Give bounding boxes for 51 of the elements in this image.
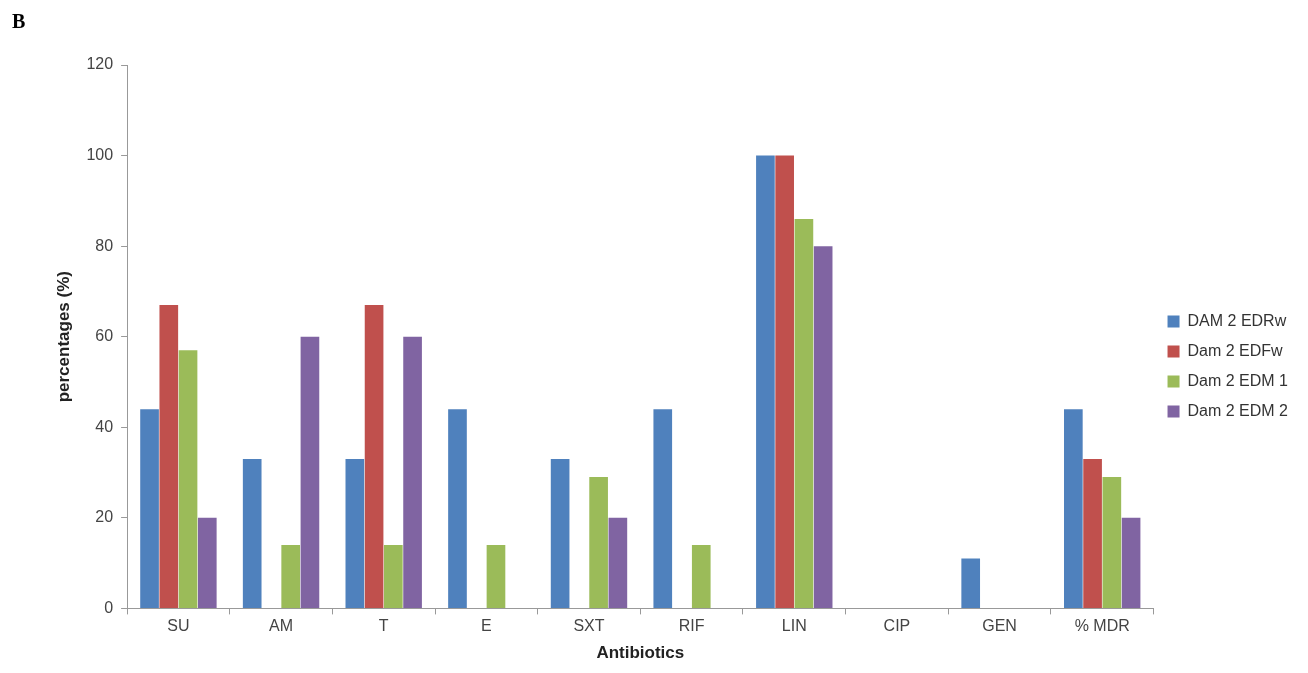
y-axis-title: percentages (%) [53, 271, 73, 403]
legend-label: Dam 2 EDM 1 [1187, 371, 1289, 389]
x-tick-label: SU [167, 617, 190, 635]
x-tick-label: RIF [678, 617, 705, 635]
bar [364, 305, 384, 608]
bar [1083, 458, 1102, 608]
x-tick-label: LIN [781, 617, 807, 635]
x-tick-label: T [378, 617, 389, 635]
bar [345, 458, 365, 608]
bar [961, 558, 981, 608]
y-tick-label: 20 [95, 508, 114, 526]
bar [159, 305, 179, 608]
bar [448, 409, 467, 608]
bar [589, 477, 608, 608]
x-tick-label: E [481, 617, 492, 635]
bar [300, 336, 320, 608]
bar [608, 517, 628, 608]
bar [813, 246, 833, 608]
bar [242, 458, 262, 608]
bar [383, 545, 403, 608]
x-tick-label: AM [269, 617, 294, 635]
bar [197, 517, 217, 608]
bar [653, 409, 673, 608]
x-tick-label: % MDR [1074, 617, 1130, 635]
bar [178, 350, 198, 608]
y-tick-label: 0 [104, 598, 114, 616]
x-axis-title: Antibiotics [596, 643, 685, 663]
x-tick-label: SXT [573, 617, 605, 635]
bar [403, 336, 422, 608]
bar [140, 409, 159, 608]
y-tick-label: 40 [95, 417, 114, 435]
legend-label: Dam 2 EDFw [1187, 341, 1284, 359]
y-tick-label: 100 [86, 145, 114, 163]
bar [1121, 517, 1141, 608]
x-tick-label: CIP [883, 617, 911, 635]
y-tick-label: 120 [86, 55, 114, 73]
bar [486, 545, 506, 608]
bar [794, 218, 814, 608]
y-tick-label: 60 [95, 327, 114, 345]
bar [281, 545, 301, 608]
bar [1102, 477, 1122, 608]
bar [691, 545, 711, 608]
legend-label: DAM 2 EDRw [1187, 311, 1287, 329]
y-tick-label: 80 [95, 236, 114, 254]
legend-label: Dam 2 EDM 2 [1187, 401, 1289, 419]
bar [756, 155, 775, 608]
bar [550, 458, 570, 608]
text: B [12, 10, 26, 33]
x-tick-label: GEN [982, 617, 1017, 635]
bar [775, 155, 794, 608]
bar [1064, 409, 1083, 608]
